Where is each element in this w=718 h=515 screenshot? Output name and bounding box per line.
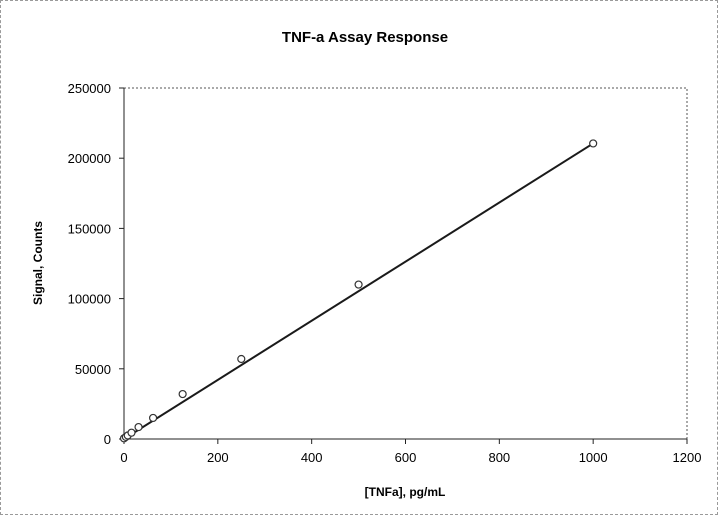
data-point: [237, 354, 246, 364]
y-tick-label: 100000: [68, 292, 111, 307]
data-point: [178, 389, 187, 399]
x-tick-label: 0: [120, 450, 127, 465]
x-tick-group: 0 200 400 600 800 1000 1200: [120, 439, 701, 465]
y-axis-label: Signal, Counts: [31, 221, 45, 305]
data-point: [589, 139, 598, 148]
data-point-group: [119, 139, 598, 443]
y-tick-label: 150000: [68, 221, 111, 236]
y-tick-label: 0: [104, 432, 111, 447]
x-tick-label: 1200: [673, 450, 702, 465]
y-tick-group: 0 50000 100000 150000 200000 250000: [68, 81, 124, 447]
y-tick-label: 200000: [68, 151, 111, 166]
trendline: [123, 142, 594, 440]
x-tick-label: 1000: [579, 450, 608, 465]
chart-title: TNF-a Assay Response: [282, 29, 448, 46]
data-point: [134, 422, 143, 432]
data-point: [148, 413, 158, 423]
x-tick-label: 800: [488, 450, 510, 465]
data-point: [127, 428, 136, 437]
data-point: [354, 280, 363, 289]
x-tick-label: 200: [207, 450, 229, 465]
x-axis-label: [TNFa], pg/mL: [365, 485, 446, 499]
y-tick-label: 50000: [75, 362, 111, 377]
y-tick-label: 250000: [68, 81, 111, 96]
trendline-group: [123, 142, 594, 440]
x-tick-label: 600: [395, 450, 417, 465]
x-tick-label: 400: [301, 450, 323, 465]
